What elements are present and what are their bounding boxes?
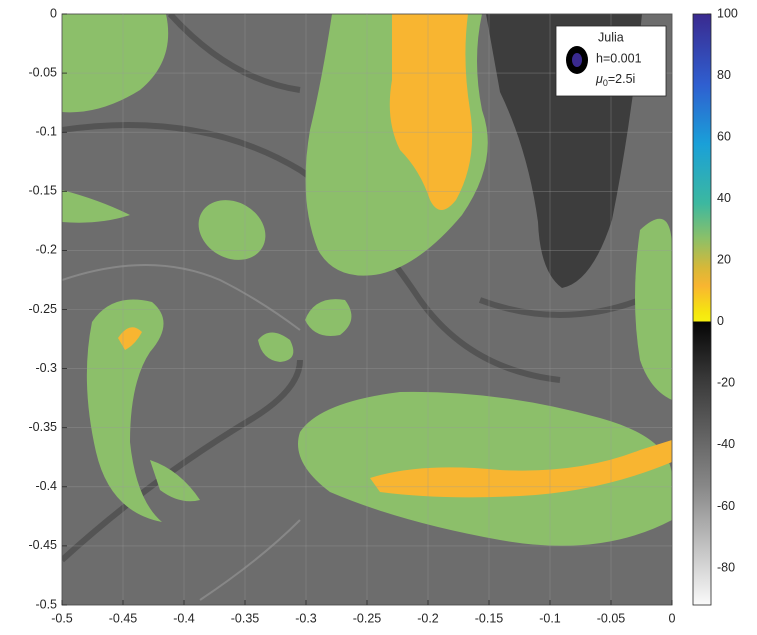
x-tick-label: -0.3 xyxy=(295,611,317,625)
colorbar-tick-label: 100 xyxy=(717,6,738,20)
y-tick-label: -0.25 xyxy=(29,302,58,316)
x-tick-label: -0.25 xyxy=(353,611,382,625)
x-tick-label: 0 xyxy=(669,611,676,625)
colorbar-tick-label: -80 xyxy=(717,560,735,574)
x-tick-label: -0.1 xyxy=(539,611,561,625)
x-tick-label: -0.35 xyxy=(231,611,260,625)
y-tick-label: -0.4 xyxy=(35,479,57,493)
x-tick-label: -0.2 xyxy=(417,611,439,625)
y-tick-label: 0 xyxy=(50,6,57,20)
x-tick-label: -0.45 xyxy=(109,611,138,625)
colorbar-tick-label: -40 xyxy=(717,437,735,451)
y-tick-label: -0.45 xyxy=(29,538,58,552)
x-tick-label: -0.05 xyxy=(597,611,626,625)
y-tick-label: -0.3 xyxy=(35,361,57,375)
colorbar xyxy=(693,14,711,605)
colorbar-tick-label: -20 xyxy=(717,376,735,390)
legend-label: μ0=2.5i xyxy=(595,72,635,88)
mu-tail: =2.5i xyxy=(608,72,635,86)
colorbar-tick-label: -60 xyxy=(717,499,735,513)
x-tick-label: -0.4 xyxy=(173,611,195,625)
y-tick-label: -0.1 xyxy=(35,124,57,138)
colorbar-tick-label: 80 xyxy=(717,68,731,82)
y-tick-label: -0.5 xyxy=(35,597,57,611)
colorbar-tick-label: 0 xyxy=(717,314,724,328)
legend-marker-inner xyxy=(572,53,582,67)
colorbar-tick-label: 60 xyxy=(717,129,731,143)
x-tick-label: -0.15 xyxy=(475,611,504,625)
legend-label: h=0.001 xyxy=(596,51,642,65)
legend-label: Julia xyxy=(598,30,624,44)
y-tick-label: -0.05 xyxy=(29,65,58,79)
x-tick-label: -0.5 xyxy=(51,611,73,625)
mu-symbol: μ xyxy=(595,72,603,86)
colorbar-tick-label: 20 xyxy=(717,253,731,267)
legend: Julia h=0.001 μ0=2.5i xyxy=(556,26,666,96)
y-tick-label: -0.35 xyxy=(29,420,58,434)
y-tick-label: -0.2 xyxy=(35,243,57,257)
y-tick-label: -0.15 xyxy=(29,184,58,198)
chart: -0.5 -0.45 -0.4 -0.35 -0.3 -0.25 -0.2 -0.15 -0.1… xyxy=(0,0,757,630)
colorbar-tick-label: 40 xyxy=(717,191,731,205)
